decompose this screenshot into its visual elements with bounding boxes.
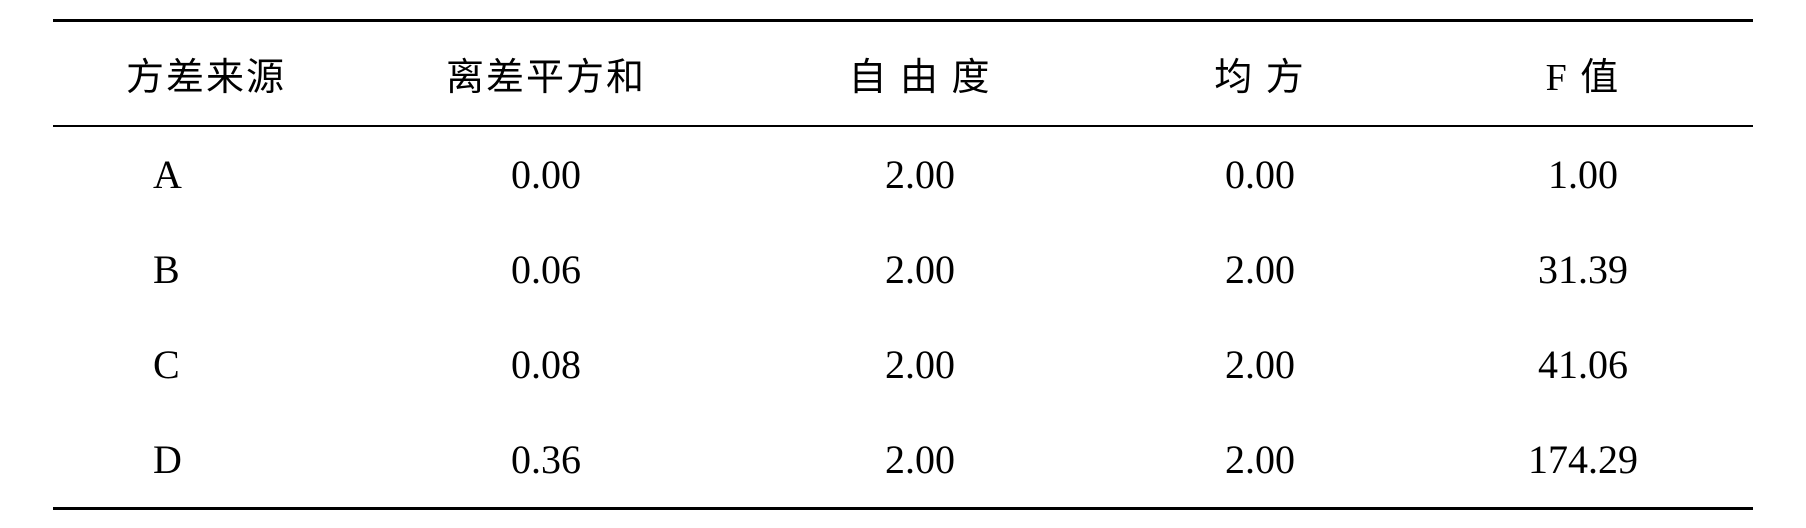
cell-f: 174.29: [1413, 412, 1753, 509]
col-header-ms: 均 方: [1107, 20, 1413, 126]
cell-source: D: [53, 412, 359, 509]
anova-table: 方差来源 离差平方和 自 由 度 均 方 F 值 A 0.00 2.00 0.0…: [53, 19, 1753, 510]
cell-df: 2.00: [733, 317, 1107, 412]
cell-df: 2.00: [733, 222, 1107, 317]
cell-ms: 2.00: [1107, 222, 1413, 317]
cell-f: 41.06: [1413, 317, 1753, 412]
cell-ss: 0.36: [359, 412, 733, 509]
col-header-df: 自 由 度: [733, 20, 1107, 126]
cell-source: A: [53, 126, 359, 222]
cell-ss: 0.08: [359, 317, 733, 412]
cell-df: 2.00: [733, 412, 1107, 509]
col-header-source: 方差来源: [53, 20, 359, 126]
cell-ss: 0.00: [359, 126, 733, 222]
header-row: 方差来源 离差平方和 自 由 度 均 方 F 值: [53, 20, 1753, 126]
table-body: A 0.00 2.00 0.00 1.00 B 0.06 2.00 2.00 3…: [53, 126, 1753, 509]
cell-source: C: [53, 317, 359, 412]
cell-f: 31.39: [1413, 222, 1753, 317]
table-header: 方差来源 离差平方和 自 由 度 均 方 F 值: [53, 20, 1753, 126]
cell-ms: 2.00: [1107, 412, 1413, 509]
cell-ss: 0.06: [359, 222, 733, 317]
table-row: C 0.08 2.00 2.00 41.06: [53, 317, 1753, 412]
cell-source: B: [53, 222, 359, 317]
table-row: A 0.00 2.00 0.00 1.00: [53, 126, 1753, 222]
table-row: D 0.36 2.00 2.00 174.29: [53, 412, 1753, 509]
cell-ms: 2.00: [1107, 317, 1413, 412]
cell-df: 2.00: [733, 126, 1107, 222]
anova-table-container: 方差来源 离差平方和 自 由 度 均 方 F 值 A 0.00 2.00 0.0…: [53, 19, 1753, 510]
col-header-ss: 离差平方和: [359, 20, 733, 126]
col-header-f: F 值: [1413, 20, 1753, 126]
cell-f: 1.00: [1413, 126, 1753, 222]
table-row: B 0.06 2.00 2.00 31.39: [53, 222, 1753, 317]
cell-ms: 0.00: [1107, 126, 1413, 222]
